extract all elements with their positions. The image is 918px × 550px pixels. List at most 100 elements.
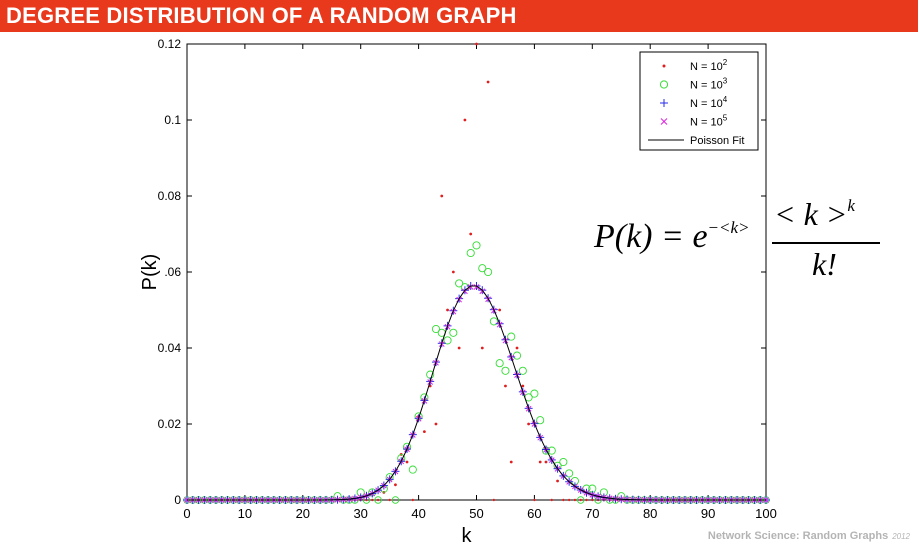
n100-point — [486, 80, 490, 84]
legend-label: N = 105 — [690, 114, 728, 129]
n100-point — [544, 460, 548, 464]
x-tick-label: 50 — [469, 506, 483, 521]
n1000-point — [484, 267, 493, 277]
n100-point — [457, 346, 461, 350]
formula-denominator: k! — [812, 246, 837, 282]
legend-label: N = 102 — [690, 58, 728, 73]
n1000-point — [507, 332, 516, 341]
poisson-formula: P(k) = e−<k> < k >k k! — [594, 196, 894, 286]
n1000-point — [466, 248, 475, 258]
n1000-point — [547, 446, 556, 455]
legend-label: N = 103 — [690, 77, 728, 92]
x-tick-label: 60 — [527, 506, 541, 521]
n1000-point — [431, 324, 441, 334]
n100-point — [567, 498, 571, 502]
n100-point — [411, 498, 415, 502]
y-tick-label: 0.1 — [164, 113, 181, 127]
x-tick-label: 0 — [183, 506, 190, 521]
y-axis-label: P(k) — [139, 254, 161, 291]
n1000-point — [530, 389, 539, 398]
n100-point — [434, 422, 438, 426]
footer-text: Network Science: Random Graphs — [707, 530, 889, 542]
formula-exponent: −<k> — [707, 218, 750, 237]
n100-point — [556, 479, 559, 483]
n100-point — [538, 460, 542, 464]
legend-label: Poisson Fit — [690, 135, 744, 147]
legend-marker — [662, 64, 666, 68]
legend-label-power: 2 — [723, 58, 728, 67]
n100000-point — [479, 288, 486, 295]
x-tick-label: 40 — [411, 506, 425, 521]
formula-fraction-bar — [772, 242, 880, 244]
n100-point — [504, 384, 507, 388]
x-tick-label: 90 — [701, 506, 715, 521]
x-tick-label: 30 — [353, 506, 367, 521]
n100-point — [371, 498, 374, 502]
n100-point — [469, 232, 473, 236]
n1000-point — [518, 366, 527, 375]
n100-point — [573, 498, 577, 502]
footer-year: 2012 — [892, 532, 910, 541]
n100-point — [394, 483, 397, 487]
n100-point — [388, 498, 391, 502]
y-tick-label: 0.04 — [158, 341, 182, 355]
legend-marker — [659, 80, 669, 89]
n100000-point — [473, 284, 480, 290]
n100-point — [463, 118, 467, 122]
n1000-point — [501, 366, 510, 375]
y-tick-label: 0.12 — [158, 37, 182, 51]
n1000-point — [495, 359, 504, 368]
y-tick-label: .06 — [164, 265, 181, 279]
n100-point — [550, 498, 553, 502]
n100-point — [405, 460, 409, 464]
n1000-point — [536, 416, 545, 425]
y-tick-label: 0 — [174, 493, 181, 507]
n100-point — [451, 270, 455, 274]
n1000-point — [443, 336, 452, 345]
n100-point — [376, 498, 380, 502]
legend-label-power: 3 — [723, 77, 728, 86]
x-tick-label: 80 — [643, 506, 657, 521]
n1000-point — [449, 328, 458, 337]
n1000-point — [455, 279, 464, 288]
footer: Network Science: Random Graphs 2012 — [708, 530, 910, 542]
n100-point — [446, 308, 449, 312]
n100-point — [591, 498, 594, 502]
n100-point — [422, 430, 426, 433]
n100-point — [585, 498, 588, 502]
legend-label-power: 5 — [723, 114, 728, 123]
n100-point — [480, 346, 484, 350]
formula-lhs: P(k) = e−<k> — [594, 218, 750, 256]
n100-point — [521, 384, 525, 388]
n100-point — [527, 422, 531, 426]
n1000-point — [408, 465, 417, 474]
n100-point — [440, 194, 444, 198]
n100-point — [509, 460, 513, 464]
formula-numerator-power: k — [847, 196, 855, 215]
n1000-point — [559, 457, 568, 467]
n1000-point — [391, 496, 400, 504]
n1000-point — [512, 351, 522, 360]
formula-lhs-text: P(k) = e — [594, 218, 708, 255]
legend-label-power: 4 — [723, 95, 728, 104]
legend-label: N = 104 — [690, 95, 728, 110]
poisson-fit-line — [187, 285, 766, 501]
n1000-point — [478, 264, 487, 273]
n100-point — [498, 308, 502, 312]
n100-point — [562, 498, 565, 502]
formula-numerator: < k >k — [774, 196, 855, 233]
n1000-point — [489, 317, 498, 326]
x-tick-label: 20 — [296, 506, 310, 521]
y-tick-label: 0.08 — [158, 189, 182, 203]
legend-box — [639, 51, 759, 151]
n1000-point — [374, 496, 382, 504]
title-bar: DEGREE DISTRIBUTION OF A RANDOM GRAPH — [0, 0, 918, 32]
n1000-point — [472, 241, 481, 250]
n100-point — [492, 498, 496, 502]
n100-point — [579, 498, 582, 502]
legend-marker — [660, 118, 668, 125]
formula-numerator-text: < k > — [774, 196, 848, 232]
slide-title: DEGREE DISTRIBUTION OF A RANDOM GRAPH — [6, 3, 517, 28]
n1000-point — [576, 496, 585, 504]
